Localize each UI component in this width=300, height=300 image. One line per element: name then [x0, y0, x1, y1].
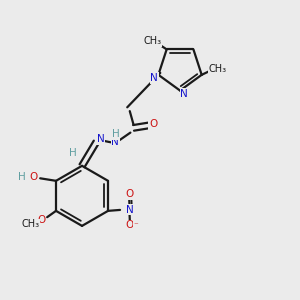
Text: O: O — [29, 172, 38, 182]
Text: O: O — [125, 189, 133, 200]
Text: H: H — [18, 172, 26, 182]
Text: N: N — [126, 205, 134, 214]
Text: CH₃: CH₃ — [208, 64, 226, 74]
Text: N: N — [150, 73, 158, 83]
Text: H: H — [112, 129, 120, 139]
Text: N: N — [111, 137, 119, 147]
Text: O: O — [126, 220, 134, 230]
Text: CH₃: CH₃ — [22, 220, 40, 230]
Text: N: N — [97, 134, 105, 144]
Text: ⁻: ⁻ — [133, 221, 138, 230]
Text: O: O — [37, 215, 46, 225]
Text: CH₃: CH₃ — [143, 37, 161, 46]
Text: H: H — [69, 148, 77, 158]
Text: N: N — [180, 89, 188, 99]
Text: O: O — [149, 119, 157, 129]
